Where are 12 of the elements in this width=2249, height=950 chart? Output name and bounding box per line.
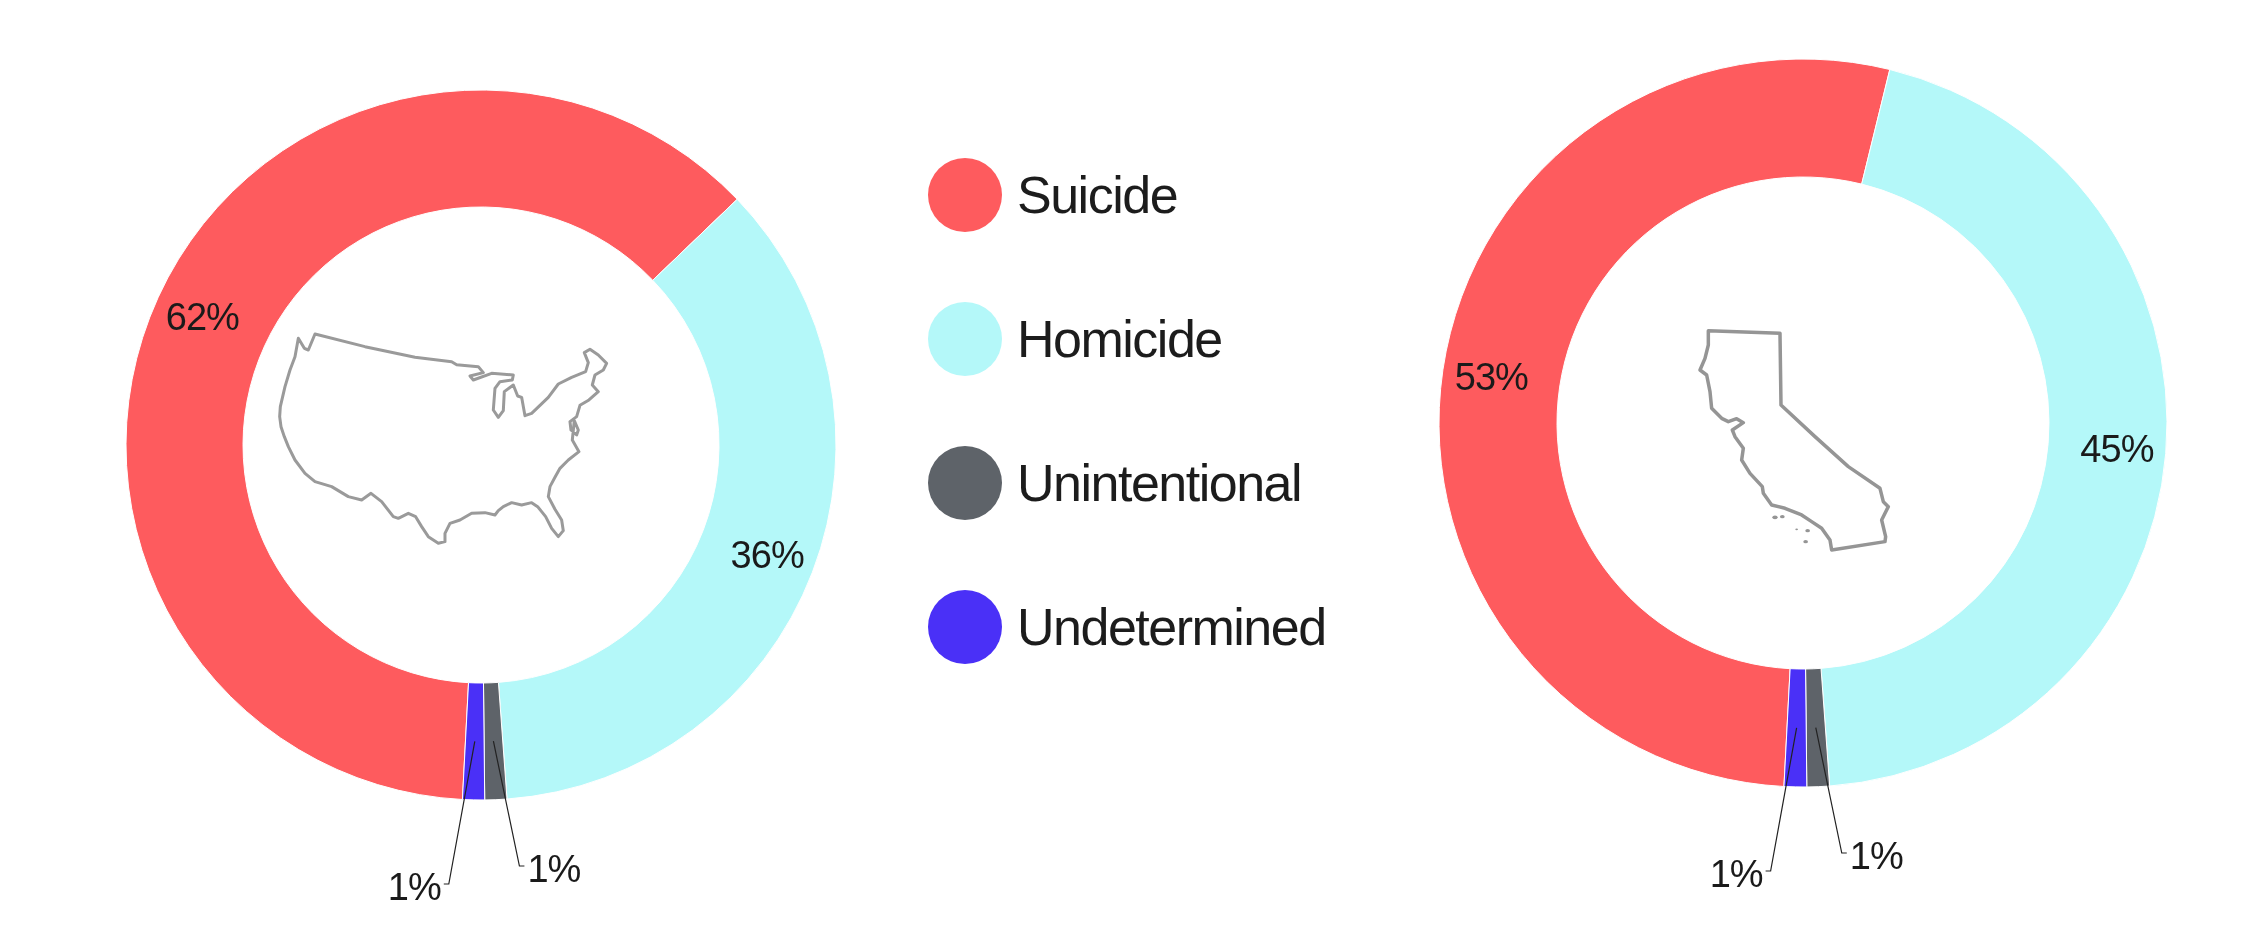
data-label: 1% — [1849, 835, 1903, 877]
legend-label: Undetermined — [1017, 597, 1326, 657]
legend-label: Suicide — [1017, 165, 1178, 225]
legend-label: Unintentional — [1017, 453, 1302, 513]
data-label: 1% — [387, 866, 441, 908]
data-label: 1% — [1709, 853, 1763, 895]
data-label: 1% — [527, 848, 581, 890]
data-label: 36% — [730, 533, 804, 576]
data-label: 45% — [2080, 428, 2154, 471]
legend-label: Homicide — [1017, 309, 1222, 369]
data-label: 62% — [165, 296, 240, 339]
data-label: 53% — [1454, 355, 1529, 398]
